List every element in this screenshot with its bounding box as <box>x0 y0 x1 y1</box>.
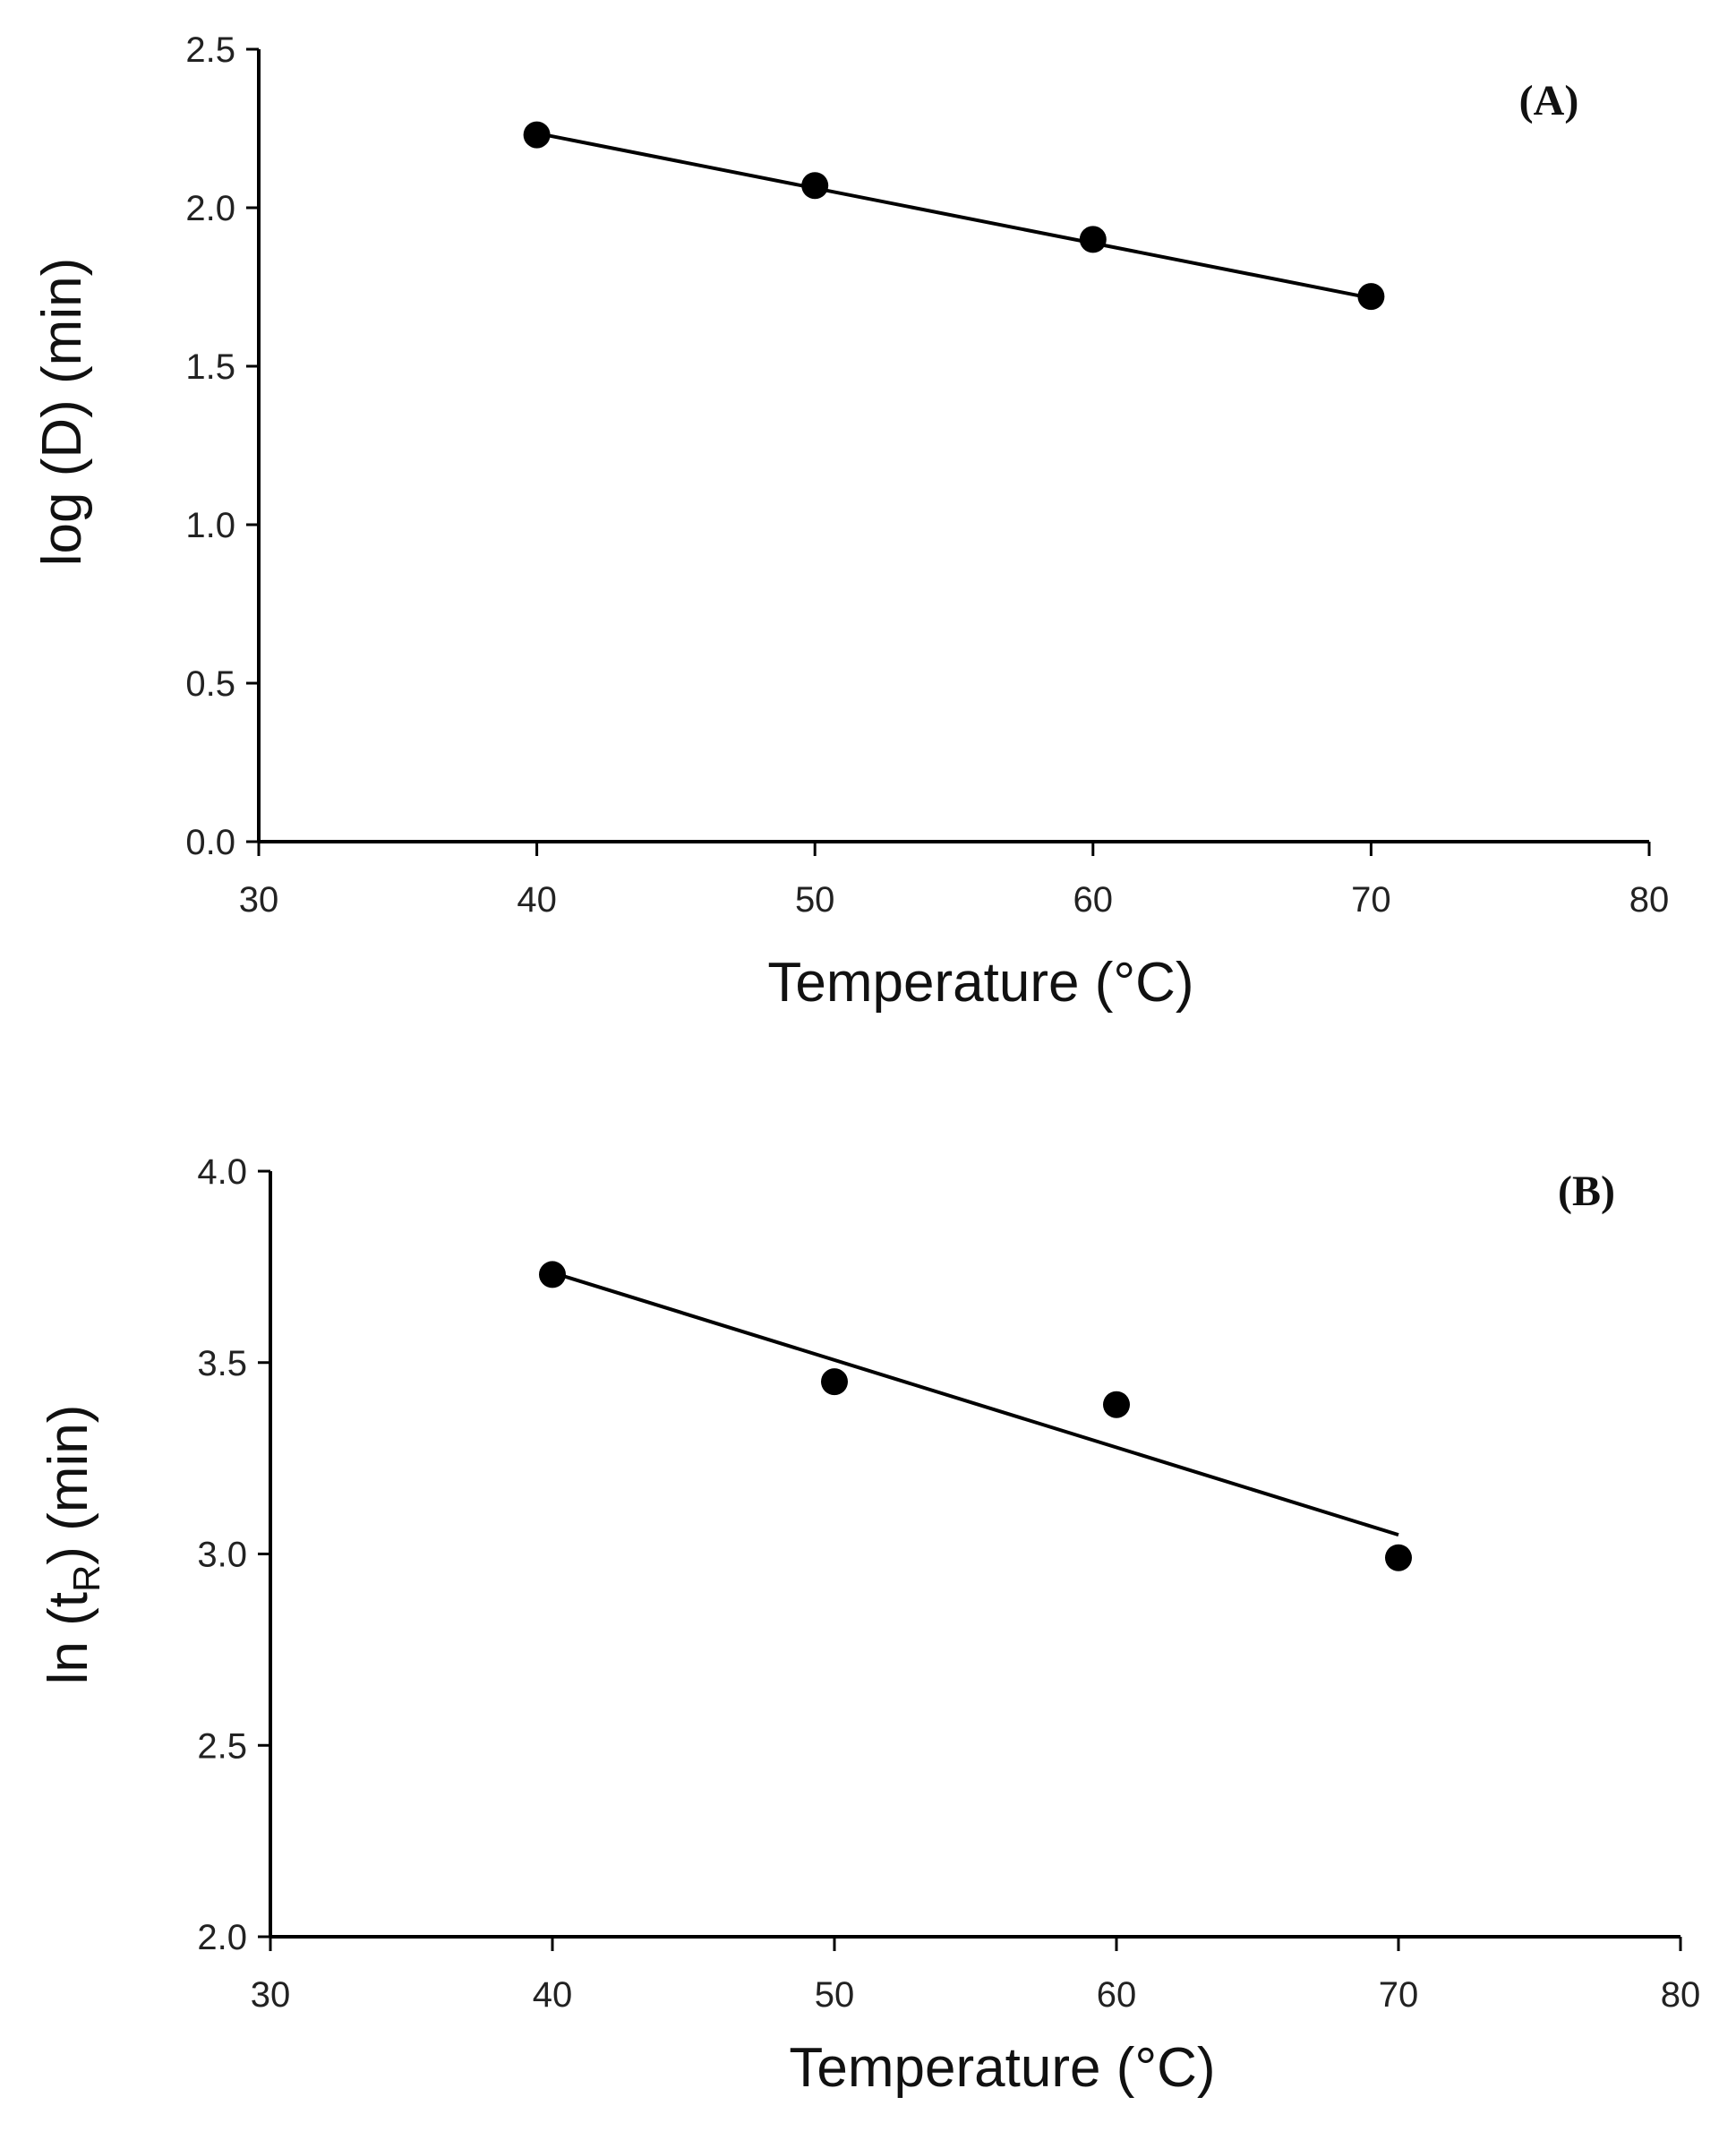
y-axis-title-subscript: R <box>65 1565 107 1592</box>
x-tick-label: 40 <box>533 1975 573 2015</box>
y-tick-label: 2.5 <box>185 30 235 70</box>
y-tick-label: 1.5 <box>185 347 235 387</box>
data-point <box>1079 226 1107 253</box>
data-point <box>1385 1544 1412 1571</box>
data-point <box>523 121 551 149</box>
x-tick-label: 80 <box>1629 880 1670 920</box>
y-tick-label: 0.0 <box>185 823 235 862</box>
y-tick-label: 1.0 <box>185 506 235 545</box>
y-tick-label: 2.0 <box>185 189 235 228</box>
y-axis-title: ln (tR) (min) <box>38 1405 107 1685</box>
panel-label: (A) <box>1519 77 1579 124</box>
x-axis-title: Temperature (°C) <box>789 2037 1215 2099</box>
x-tick-label: 40 <box>517 880 557 920</box>
y-axis-title-tail: ) (min) <box>38 1405 99 1565</box>
y-tick-label: 0.5 <box>185 664 235 704</box>
data-point <box>1103 1391 1130 1418</box>
y-tick-label: 3.0 <box>197 1536 247 1575</box>
y-tick-label: 2.5 <box>197 1726 247 1766</box>
x-tick-label: 30 <box>239 880 279 920</box>
x-tick-label: 60 <box>1073 880 1114 920</box>
y-tick-label: 2.0 <box>197 1918 247 1957</box>
x-axis-title: Temperature (°C) <box>767 952 1193 1014</box>
chart-panel-b: 2.0 2.5 3.0 3.5 4.0 30 40 50 60 70 80 Temperature (… <box>38 1152 1700 2099</box>
trendline <box>536 131 1372 300</box>
y-axis-title-main: log (D) (min) <box>31 258 93 566</box>
y-tick-label: 3.5 <box>197 1344 247 1383</box>
panel-label: (B) <box>1558 1168 1615 1215</box>
data-point <box>821 1368 848 1396</box>
trendline <box>552 1271 1399 1537</box>
y-tick-label: 4.0 <box>197 1152 247 1192</box>
x-tick-label: 50 <box>815 1975 855 2015</box>
data-point <box>1357 283 1385 311</box>
x-tick-label: 50 <box>795 880 835 920</box>
chart-panel-a: 0.0 0.5 1.0 1.5 2.0 2.5 30 40 50 60 70 80 Temperatur… <box>31 30 1669 1014</box>
x-tick-label: 30 <box>251 1975 291 2015</box>
data-point <box>801 172 829 200</box>
y-axis-title-main: ln (t <box>38 1592 99 1684</box>
x-tick-label: 70 <box>1379 1975 1419 2015</box>
x-tick-label: 70 <box>1351 880 1391 920</box>
x-tick-label: 80 <box>1661 1975 1701 2015</box>
x-tick-label: 60 <box>1097 1975 1137 2015</box>
y-axis-title: log (D) (min) <box>31 258 93 566</box>
data-point <box>539 1261 566 1288</box>
